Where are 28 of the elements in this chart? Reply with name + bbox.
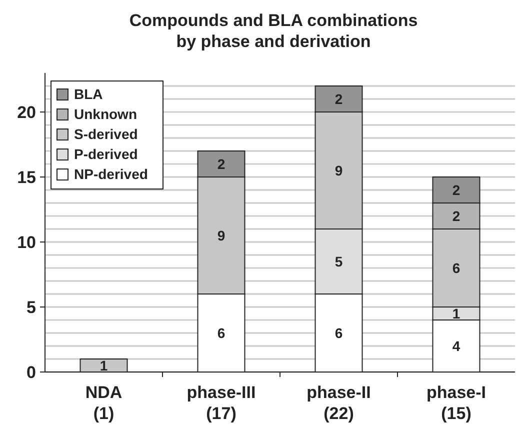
legend-label: Unknown	[74, 106, 137, 122]
y-tick-label: 10	[17, 233, 36, 252]
x-tick-label: phase-II (22)	[306, 383, 371, 423]
chart-title: Compounds and BLA combinations by phase and derivation	[129, 11, 418, 51]
x-tick-label: phase-III (17)	[186, 383, 256, 423]
data-label: 9	[334, 162, 343, 178]
y-tick-label: 5	[26, 298, 36, 317]
data-label: 1	[452, 306, 460, 322]
data-label: 2	[452, 182, 460, 198]
y-tick-label: 0	[26, 363, 36, 382]
data-label: 6	[452, 260, 460, 276]
x-tick-label: NDA (1)	[85, 383, 122, 423]
data-label: 1	[100, 358, 108, 374]
data-label: 5	[334, 254, 343, 270]
data-label: 9	[217, 228, 226, 244]
data-label: 2	[334, 91, 343, 107]
legend-label: BLA	[74, 86, 103, 102]
legend-label: S-derived	[74, 126, 138, 142]
data-label: 4	[452, 338, 460, 354]
x-tick-label: phase-I (15)	[426, 383, 486, 423]
data-label: 6	[334, 325, 343, 341]
data-label: 2	[452, 208, 460, 224]
legend-label: NP-derived	[74, 166, 148, 182]
data-label: 6	[217, 325, 226, 341]
data-label: 2	[217, 156, 226, 172]
y-tick-label: 20	[17, 103, 36, 122]
y-tick-label: 15	[17, 168, 36, 187]
legend-label: P-derived	[74, 146, 138, 162]
